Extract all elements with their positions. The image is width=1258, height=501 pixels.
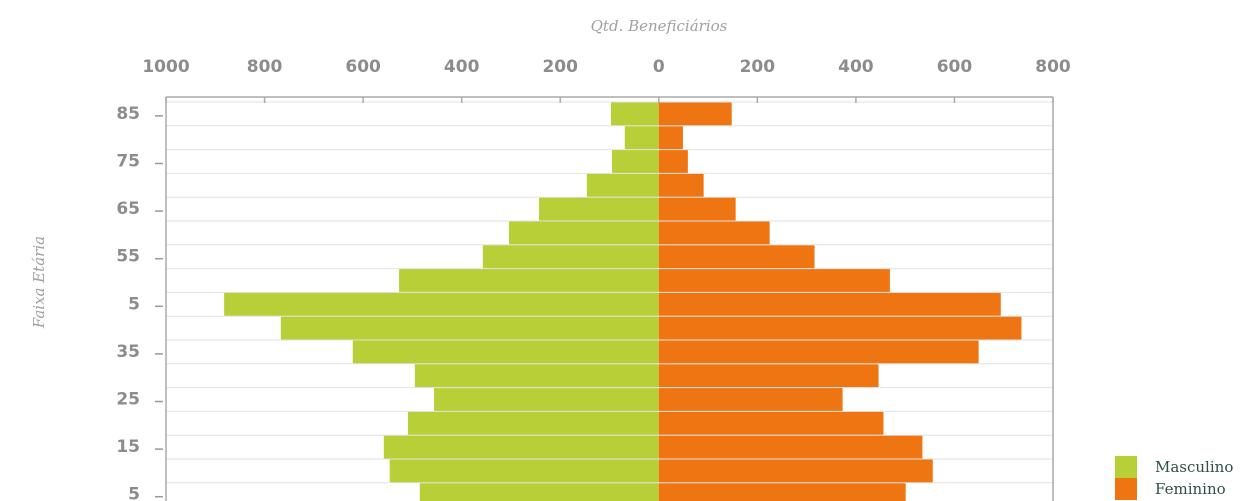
- bar: [658, 292, 1001, 316]
- legend-swatch: [1115, 478, 1137, 500]
- legend-label: Feminino: [1155, 480, 1226, 498]
- y-tick-label: 5: [128, 485, 140, 501]
- bar: [658, 411, 884, 435]
- x-tick-label: 600: [345, 57, 381, 77]
- bar: [434, 388, 659, 411]
- x-tick-label: 1000: [142, 57, 189, 77]
- bar: [586, 173, 659, 197]
- bar: [658, 388, 843, 411]
- bar: [389, 459, 659, 483]
- bar: [658, 197, 736, 221]
- x-tick-label: 200: [542, 57, 578, 77]
- bar: [419, 483, 659, 501]
- bar: [658, 221, 770, 245]
- bar: [383, 435, 659, 459]
- bar: [658, 173, 704, 197]
- bar: [539, 197, 659, 221]
- x-tick-label: 0: [653, 57, 665, 77]
- bar: [610, 102, 659, 126]
- bar: [658, 435, 923, 459]
- y-tick-label: 75: [116, 152, 140, 172]
- bar: [352, 340, 659, 364]
- bar: [224, 292, 659, 316]
- y-tick-label: 25: [116, 390, 140, 410]
- bar: [658, 364, 879, 388]
- bar: [482, 245, 659, 269]
- x-tick-label: 400: [444, 57, 480, 77]
- x-tick-label: 600: [937, 57, 973, 77]
- y-tick-label: 85: [116, 104, 140, 124]
- bar: [658, 459, 933, 483]
- bar: [508, 221, 659, 245]
- bar: [658, 150, 688, 173]
- y-tick-label: 35: [116, 342, 140, 362]
- x-tick-label: 800: [1035, 57, 1071, 77]
- bar: [407, 411, 659, 435]
- bar: [658, 126, 683, 150]
- x-axis-title: Qtd. Beneficiários: [591, 17, 728, 35]
- legend-swatch: [1115, 456, 1137, 478]
- y-axis-title: Faixa Etária: [30, 236, 48, 329]
- y-tick-label: 55: [116, 247, 140, 267]
- bar: [624, 126, 659, 150]
- bar: [658, 340, 979, 364]
- x-tick-label: 200: [740, 57, 776, 77]
- y-tick-label: 65: [116, 199, 140, 219]
- bar: [658, 269, 890, 292]
- y-tick-label: 5: [128, 294, 140, 314]
- bar: [658, 483, 906, 501]
- bar: [399, 269, 659, 292]
- bar: [414, 364, 659, 388]
- bar: [611, 150, 659, 173]
- y-tick-label: 15: [116, 437, 140, 457]
- bar: [658, 316, 1022, 340]
- x-tick-label: 400: [838, 57, 874, 77]
- x-tick-label: 800: [247, 57, 283, 77]
- bar: [280, 316, 659, 340]
- bar: [658, 102, 732, 126]
- bar: [658, 245, 815, 269]
- legend-label: Masculino: [1155, 458, 1233, 476]
